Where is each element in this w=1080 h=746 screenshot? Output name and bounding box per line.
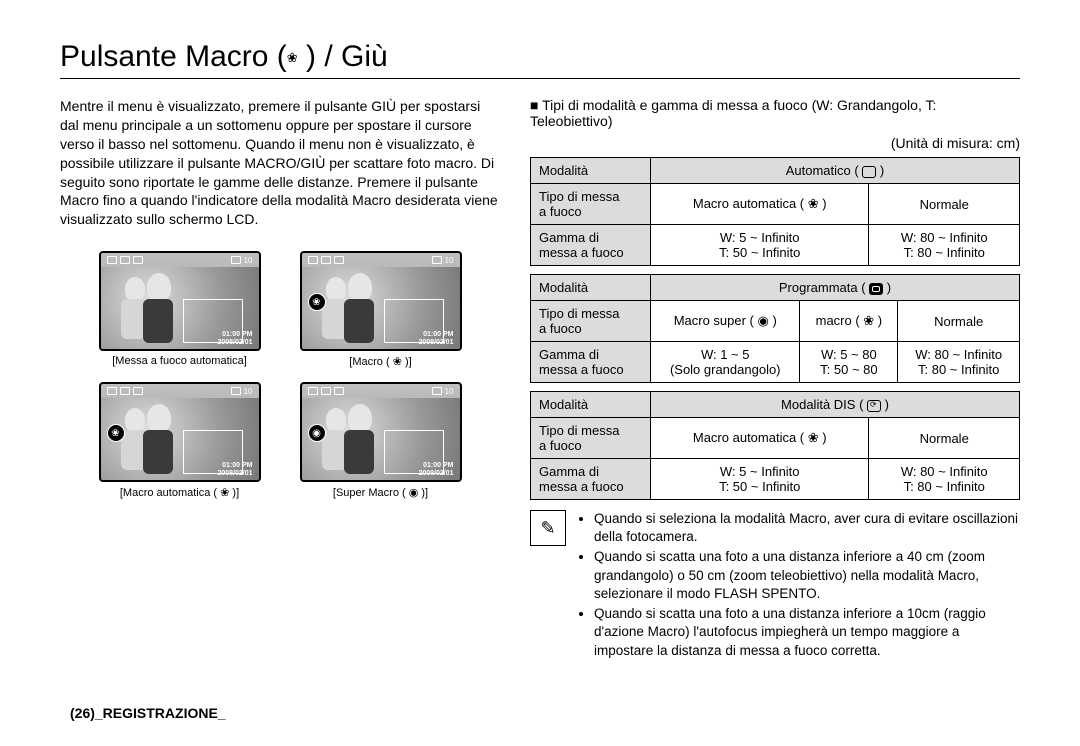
thumb-2: 10 01:00 PM2008/02/01 ❀ [Macro automatic… (88, 382, 271, 499)
intro-text: Mentre il menu è visualizzato, premere i… (60, 97, 500, 229)
note-icon: ✎ (530, 510, 566, 546)
title-prefix: Pulsante Macro ( (60, 40, 287, 73)
title-suffix: ) / Giù (298, 40, 388, 73)
thumb-caption: [Macro automatica ( ❀ )] (88, 486, 271, 499)
lcd-thumbs: 10 01:00 PM2008/02/01 [Messa a fuoco aut… (60, 251, 500, 499)
thumb-1: 10 01:00 PM2008/02/01 ❀ [Macro ( ❀ )] (289, 251, 472, 368)
thumb-caption: [Macro ( ❀ )] (289, 355, 472, 368)
spec-table-2: ModalitàModalità DIS ( )Tipo di messa a … (530, 391, 1020, 500)
thumb-3: 10 01:00 PM2008/02/01 ◉ [Super Macro ( ◉… (289, 382, 472, 499)
note-item: Quando si scatta una foto a una distanza… (594, 548, 1020, 603)
right-header: ■ Tipi di modalità e gamma di messa a fu… (530, 97, 1020, 129)
thumb-caption: [Super Macro ( ◉ )] (289, 486, 472, 499)
notes-list: Quando si seleziona la modalità Macro, a… (576, 510, 1020, 662)
note-item: Quando si scatta una foto a una distanza… (594, 605, 1020, 660)
unit-note: (Unità di misura: cm) (530, 135, 1020, 151)
flower-icon: ❀ (287, 50, 298, 66)
thumb-0: 10 01:00 PM2008/02/01 [Messa a fuoco aut… (88, 251, 271, 368)
page-title: Pulsante Macro (❀ ) / Giù (60, 40, 1020, 79)
note-item: Quando si seleziona la modalità Macro, a… (594, 510, 1020, 546)
spec-table-1: ModalitàProgrammata ( )Tipo di messa a f… (530, 274, 1020, 383)
page-footer: (26)_REGISTRAZIONE_ (70, 705, 226, 721)
spec-table-0: ModalitàAutomatico ( )Tipo di messa a fu… (530, 157, 1020, 266)
thumb-caption: [Messa a fuoco automatica] (88, 355, 271, 367)
notes-block: ✎ Quando si seleziona la modalità Macro,… (530, 510, 1020, 662)
